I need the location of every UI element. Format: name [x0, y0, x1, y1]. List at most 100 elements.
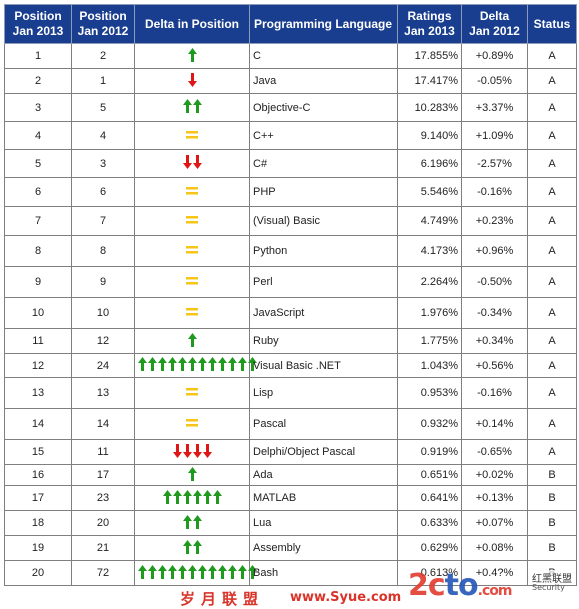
ratings-cell: 1.043% [397, 353, 462, 378]
arrow-up-icon [192, 489, 202, 504]
equal-icon [186, 130, 198, 138]
table-row: 14 14 Pascal 0.932% +0.14% A [4, 408, 577, 440]
language-cell: Delphi/Object Pascal [249, 439, 398, 465]
arrow-up-icon [228, 564, 237, 579]
position-2013-cell: 16 [4, 464, 72, 486]
arrow-down-icon [192, 443, 202, 458]
ratings-cell: 0.629% [397, 535, 462, 561]
delta-cell: +0.4?% [461, 560, 528, 586]
status-cell: A [527, 266, 577, 298]
delta-arrows [182, 155, 202, 169]
position-2013-cell: 8 [4, 235, 72, 267]
table-row: 13 13 Lisp 0.953% -0.16% A [4, 377, 577, 409]
delta-position-cell [134, 235, 250, 267]
delta-cell: +0.34% [461, 328, 528, 354]
status-cell: A [527, 149, 577, 178]
status-cell: A [527, 93, 577, 122]
ratings-cell: 2.264% [397, 266, 462, 298]
status-cell: A [527, 177, 577, 207]
delta-position-cell [134, 43, 250, 69]
arrow-up-icon [182, 539, 192, 554]
arrow-up-icon [178, 357, 187, 371]
position-2013-cell: 11 [4, 328, 72, 354]
position-2012-cell: 1 [71, 68, 135, 94]
watermark-logo-red: 2c [408, 568, 446, 603]
delta-arrows [186, 130, 198, 139]
header-status: Status [527, 4, 577, 44]
delta-cell: -0.16% [461, 177, 528, 207]
delta-cell: -0.65% [461, 439, 528, 465]
table-row: 16 17 Ada 0.651% +0.02% B [4, 464, 577, 486]
table-row: 19 21 Assembly 0.629% +0.08% B [4, 535, 577, 561]
arrow-up-icon [212, 489, 222, 504]
delta-cell: +3.37% [461, 93, 528, 122]
table-row: 8 8 Python 4.173% +0.96% A [4, 235, 577, 267]
position-2013-cell: 6 [4, 177, 72, 207]
arrow-up-icon [188, 564, 197, 579]
delta-cell: +0.96% [461, 235, 528, 267]
status-cell: A [527, 377, 577, 409]
delta-arrows [186, 388, 198, 396]
position-2012-cell: 4 [71, 121, 135, 150]
arrow-up-icon [218, 357, 227, 371]
position-2013-cell: 10 [4, 297, 72, 329]
position-2013-cell: 2 [4, 68, 72, 94]
equal-icon [186, 308, 198, 316]
ratings-cell: 0.613% [397, 560, 462, 586]
delta-position-cell [134, 353, 257, 378]
equal-icon [186, 187, 198, 195]
arrow-up-icon [168, 564, 177, 579]
status-cell: A [527, 121, 577, 150]
delta-cell: +0.02% [461, 464, 528, 486]
language-cell: Lua [249, 510, 398, 536]
status-cell: A [527, 206, 577, 236]
ratings-cell: 17.855% [397, 43, 462, 69]
ratings-cell: 0.633% [397, 510, 462, 536]
position-2013-cell: 17 [4, 485, 72, 511]
status-cell: A [527, 328, 577, 354]
delta-arrows [186, 419, 198, 427]
ratings-cell: 1.775% [397, 328, 462, 354]
position-2012-cell: 14 [71, 408, 135, 440]
delta-cell: -2.57% [461, 149, 528, 178]
status-cell: B [527, 464, 577, 486]
delta-position-cell [134, 439, 250, 465]
table-row: 11 12 Ruby 1.775% +0.34% A [4, 328, 577, 354]
position-2012-cell: 8 [71, 235, 135, 267]
arrow-up-icon [168, 357, 177, 371]
position-2012-cell: 23 [71, 485, 135, 511]
status-cell: B [527, 510, 577, 536]
arrow-up-icon [198, 357, 207, 371]
delta-cell: -0.16% [461, 377, 528, 409]
language-cell: PHP [249, 177, 398, 207]
language-cell: (Visual) Basic [249, 206, 398, 236]
status-cell: A [527, 408, 577, 440]
watermark-side-url: Security [532, 583, 565, 592]
language-cell: C++ [249, 121, 398, 150]
status-cell: A [527, 68, 577, 94]
position-2012-cell: 24 [71, 353, 135, 378]
position-2012-cell: 10 [71, 297, 135, 329]
delta-position-cell [134, 121, 250, 150]
position-2012-cell: 2 [71, 43, 135, 69]
ratings-cell: 4.749% [397, 206, 462, 236]
language-cell: Visual Basic .NET [249, 353, 398, 378]
delta-arrows [138, 357, 257, 371]
delta-position-cell [134, 206, 250, 236]
tiobe-index-table: Position Jan 2013 Position Jan 2012 Delt… [4, 4, 577, 586]
delta-cell: +0.89% [461, 43, 528, 69]
position-2013-cell: 9 [4, 266, 72, 298]
arrow-up-icon [148, 564, 157, 579]
position-2012-cell: 3 [71, 149, 135, 178]
delta-arrows [186, 216, 198, 224]
equal-icon [186, 419, 198, 427]
delta-arrows [186, 277, 198, 285]
position-2013-cell: 13 [4, 377, 72, 409]
delta-cell: -0.05% [461, 68, 528, 94]
language-cell: JavaScript [249, 297, 398, 329]
arrow-up-icon [238, 357, 247, 371]
delta-position-cell [134, 408, 250, 440]
table-row: 17 23 MATLAB 0.641% +0.13% B [4, 485, 577, 511]
delta-arrows [182, 539, 202, 554]
position-2012-cell: 6 [71, 177, 135, 207]
